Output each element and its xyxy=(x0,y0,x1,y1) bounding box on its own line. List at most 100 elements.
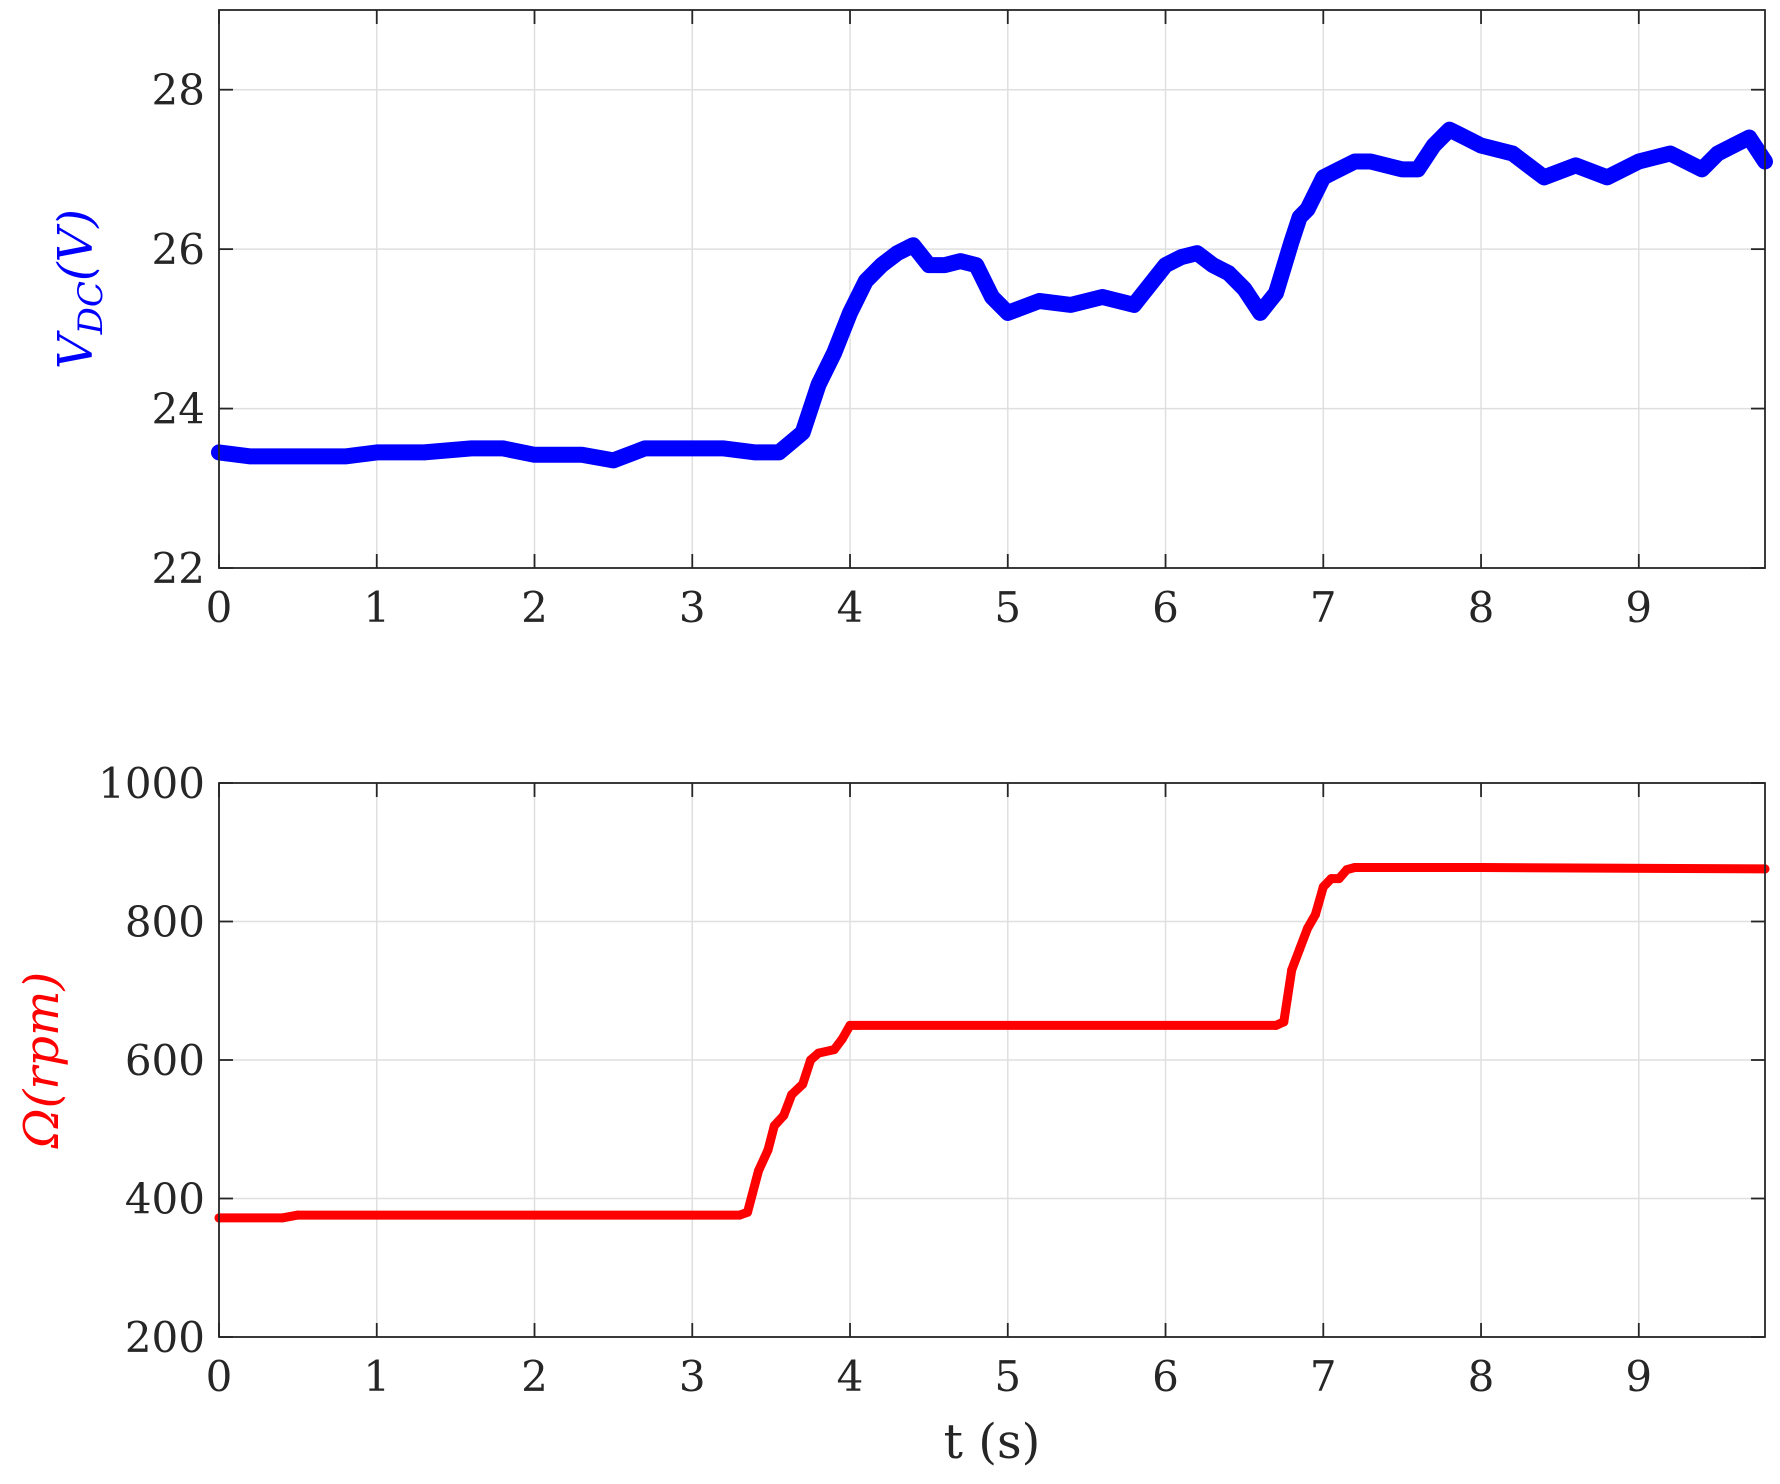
data-point xyxy=(417,445,432,460)
series-line-0 xyxy=(214,863,1770,1223)
x-tick-label: 1 xyxy=(363,583,390,632)
y-tick-label: 28 xyxy=(152,66,205,115)
data-point xyxy=(1000,305,1015,320)
data-point xyxy=(1410,162,1425,177)
x-tick-label: 6 xyxy=(1152,583,1179,632)
data-point xyxy=(1310,910,1320,920)
y-axis-label-unit: (V) xyxy=(48,209,104,281)
y-tick-label: 400 xyxy=(125,1175,205,1224)
data-point xyxy=(772,445,786,460)
x-tick-label: 1 xyxy=(363,1352,390,1401)
data-point xyxy=(1742,130,1757,145)
data-point xyxy=(763,1145,773,1155)
data-point xyxy=(845,1020,855,1030)
data-point xyxy=(1342,865,1352,875)
data-point xyxy=(527,447,542,462)
data-point xyxy=(496,441,510,456)
data-point xyxy=(769,1121,779,1131)
data-point xyxy=(1537,170,1552,185)
data-point xyxy=(1221,266,1236,281)
x-tick-label: 2 xyxy=(521,1352,548,1401)
data-point xyxy=(1395,162,1410,177)
data-point xyxy=(779,1110,789,1120)
y-axis-label: VDC(V) xyxy=(48,209,111,369)
x-tick-label: 0 xyxy=(206,583,233,632)
x-tick-label: 7 xyxy=(1310,1352,1337,1401)
y-axis-label-main: V xyxy=(48,330,104,369)
data-point xyxy=(1350,863,1360,872)
data-point xyxy=(890,246,905,261)
x-tick-label: 5 xyxy=(994,583,1021,632)
data-point xyxy=(806,1055,816,1065)
data-point xyxy=(1631,154,1646,169)
x-tick-label: 2 xyxy=(521,583,548,632)
x-tick-label: 8 xyxy=(1468,583,1495,632)
data-point xyxy=(829,1045,839,1055)
x-axis-label: t (s) xyxy=(944,1414,1041,1470)
data-point xyxy=(1442,122,1457,137)
data-point xyxy=(574,447,589,462)
data-point xyxy=(1158,258,1173,273)
axes-box xyxy=(218,9,1766,569)
data-point xyxy=(716,441,731,456)
data-point xyxy=(1334,874,1344,884)
data-point xyxy=(1568,158,1583,173)
data-point xyxy=(1316,170,1331,185)
data-point xyxy=(243,449,258,464)
data-point xyxy=(1458,130,1473,145)
data-point xyxy=(606,453,621,468)
data-point xyxy=(795,425,810,440)
x-tick-label: 4 xyxy=(837,1352,864,1401)
data-point xyxy=(1663,146,1678,161)
data-point xyxy=(1269,286,1283,300)
data-point xyxy=(754,1166,763,1176)
x-tick-label: 0 xyxy=(206,1352,233,1401)
x-tick-label: 5 xyxy=(994,1352,1021,1401)
data-point xyxy=(1710,146,1725,161)
data-point xyxy=(1127,297,1141,312)
data-point xyxy=(1332,162,1347,177)
data-point xyxy=(743,1207,752,1217)
x-tick-label: 4 xyxy=(837,583,864,632)
data-point xyxy=(1279,1017,1289,1027)
y-axis-label: Ω(rpm) xyxy=(14,972,70,1149)
y-tick-label: 200 xyxy=(125,1313,205,1362)
data-point xyxy=(1284,234,1299,249)
x-tick-label: 6 xyxy=(1152,1352,1179,1401)
x-tick-label: 9 xyxy=(1625,1352,1652,1401)
x-tick-label: 8 xyxy=(1468,1352,1495,1401)
data-point xyxy=(735,1210,745,1220)
data-point xyxy=(853,1020,863,1030)
data-point xyxy=(906,238,921,253)
y-tick-label: 800 xyxy=(125,898,205,947)
speed-plot: 0 1 2 3 4 5 6 7 8 9 200 400 600 800 1000 Ω(rpm) t (s) xyxy=(14,759,1770,1470)
data-point xyxy=(1287,965,1297,975)
data-point xyxy=(874,258,889,273)
data-point xyxy=(1476,863,1486,872)
data-point xyxy=(1358,863,1368,872)
data-point xyxy=(1326,874,1336,884)
data-point xyxy=(1095,290,1110,304)
data-point xyxy=(827,345,842,360)
x-tick-label: 3 xyxy=(679,583,706,632)
x-tick-label: 3 xyxy=(679,1352,706,1401)
data-point xyxy=(1474,138,1488,153)
data-point xyxy=(685,441,700,456)
data-point xyxy=(1253,305,1268,320)
y-tick-label: 24 xyxy=(152,385,205,434)
data-point xyxy=(814,1048,823,1058)
data-point xyxy=(748,445,763,460)
data-point xyxy=(1032,294,1047,308)
data-point xyxy=(1318,882,1328,892)
data-point xyxy=(1726,138,1741,153)
data-point xyxy=(464,441,479,456)
data-point xyxy=(1237,282,1252,296)
data-point xyxy=(1300,202,1315,217)
data-point xyxy=(811,377,826,392)
data-point xyxy=(843,305,857,320)
data-point xyxy=(1174,250,1189,265)
y-tick-label: 600 xyxy=(125,1036,205,1085)
data-point xyxy=(277,1213,287,1223)
data-point xyxy=(921,258,936,273)
